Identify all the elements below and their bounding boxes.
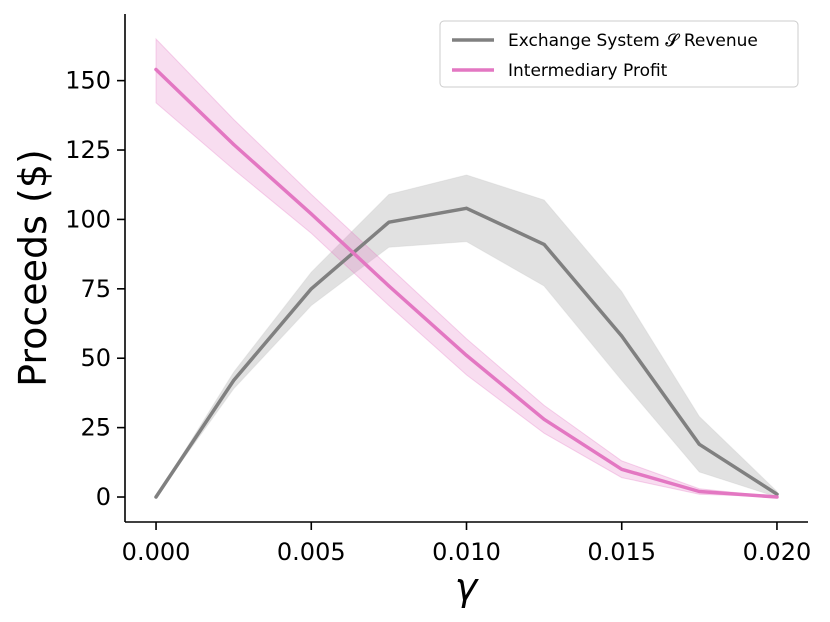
band-exchange xyxy=(155,174,778,498)
x-tick-label: 0.000 xyxy=(122,538,191,566)
y-tick-label: 50 xyxy=(80,344,111,372)
data-point-exchange xyxy=(387,220,391,224)
data-point-exchange xyxy=(309,287,313,291)
data-point-exchange xyxy=(465,206,468,210)
legend-label-exchange: Exchange System 𝓢 Revenue xyxy=(508,31,758,51)
data-point-intermediary xyxy=(387,284,391,288)
data-point-exchange xyxy=(232,378,236,382)
y-tick-label: 0 xyxy=(96,483,111,511)
data-point-exchange xyxy=(154,495,158,499)
axes xyxy=(117,14,808,530)
data-point-intermediary xyxy=(309,212,313,216)
plot-area xyxy=(154,37,779,499)
legend-label-intermediary: Intermediary Profit xyxy=(508,61,668,81)
legend-frame xyxy=(439,20,799,88)
y-tick-label: 25 xyxy=(80,414,111,442)
x-tick-label: 0.020 xyxy=(743,538,812,566)
data-point-exchange xyxy=(542,242,546,246)
data-point-exchange xyxy=(620,334,624,338)
y-tick-label: 75 xyxy=(80,275,111,303)
data-point-intermediary xyxy=(465,353,468,357)
x-tick-label: 0.015 xyxy=(587,538,656,566)
x-axis-label: γ xyxy=(455,565,480,609)
data-point-intermediary xyxy=(697,490,701,493)
data-point-exchange xyxy=(775,492,779,496)
data-point-intermediary xyxy=(620,467,624,471)
tick-labels: 0.000 0.005 0.010 0.015 0.020 0 25 50 75 100 125 15… xyxy=(65,67,811,566)
y-tick-label: 125 xyxy=(65,136,111,164)
data-point-intermediary xyxy=(542,417,546,421)
data-point-exchange xyxy=(697,442,701,446)
x-tick-label: 0.005 xyxy=(277,538,346,566)
y-axis-label: Proceeds ($) xyxy=(11,149,55,387)
data-point-intermediary xyxy=(775,495,779,499)
data-point-intermediary xyxy=(154,68,158,71)
data-point-intermediary xyxy=(232,143,236,146)
y-tick-label: 150 xyxy=(65,67,111,95)
x-tick-label: 0.010 xyxy=(432,538,501,566)
legend: Exchange System 𝓢 Revenue Intermediary P… xyxy=(439,20,799,88)
y-tick-label: 100 xyxy=(65,205,111,233)
